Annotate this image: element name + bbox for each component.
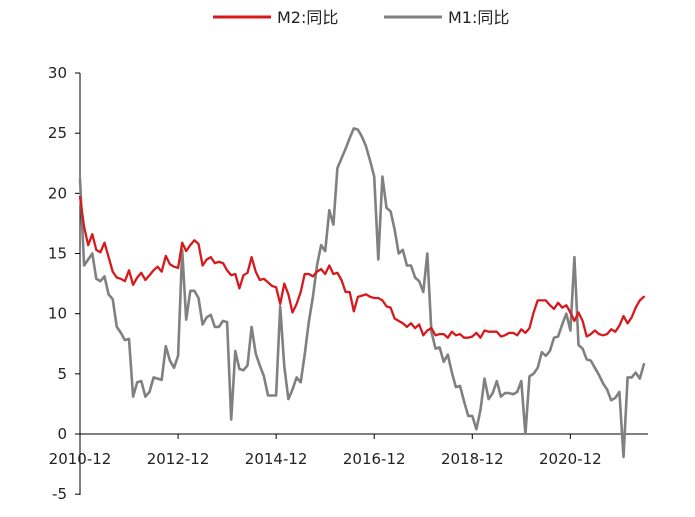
y-tick-label: -5 [52, 485, 67, 503]
y-tick-label: 5 [57, 365, 67, 383]
x-tick-label: 2016-12 [343, 450, 406, 468]
series-line-m1 [78, 127, 646, 459]
y-tick-label: 20 [48, 184, 67, 202]
series-layer [78, 127, 646, 459]
legend-label-m2: M2:同比 [277, 8, 338, 27]
y-tick-label: 30 [48, 64, 67, 82]
y-tick-label: 0 [57, 425, 67, 443]
series-line-m2 [78, 195, 646, 339]
legend-label-m1: M1:同比 [448, 8, 509, 27]
x-tick-label: 2020-12 [539, 450, 602, 468]
y-tick-label: 10 [48, 305, 67, 323]
axes: -5 0 5 10 15 20 25 30 2010-12 2012-12 2014-12 2016-… [48, 64, 648, 503]
y-tick-label: 25 [48, 124, 67, 142]
x-tick-label: 2018-12 [441, 450, 504, 468]
y-tick-label: 15 [48, 245, 67, 263]
x-tick-label: 2010-12 [49, 450, 112, 468]
x-tick-label: 2012-12 [147, 450, 210, 468]
legend: M2:同比 M1:同比 [213, 8, 509, 27]
x-tick-label: 2014-12 [245, 450, 308, 468]
